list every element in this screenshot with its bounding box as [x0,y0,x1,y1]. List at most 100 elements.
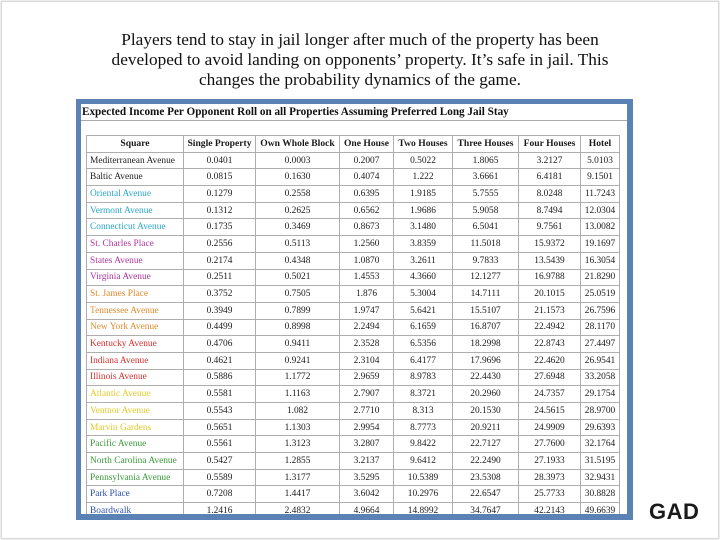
value-cell: 8.7773 [393,418,453,437]
value-cell: 22.2490 [452,452,519,470]
value-cell: 0.1312 [183,201,256,220]
value-cell: 2.7907 [339,385,394,403]
value-cell: 8.7494 [518,201,581,220]
value-cell: 11.7243 [580,185,620,203]
table-row: Marvin Gardens 0.5651 1.1303 2.9954 8.7773 20… [86,418,620,437]
value-cell: 1.1772 [255,368,340,387]
value-cell: 0.0003 [255,151,340,170]
property-name-cell: Park Place [86,485,184,504]
value-cell: 20.1530 [452,402,519,420]
table-body: Mediterranean Avenue 0.0401 0.0003 0.2007 0.… [86,151,620,514]
value-cell: 20.2960 [452,385,519,403]
value-cell: 9.8422 [393,435,453,454]
value-cell: 3.6042 [339,485,394,504]
value-cell: 25.0519 [580,285,620,303]
value-cell: 3.8359 [393,235,453,253]
property-name-cell: Ventnor Avenue [86,402,184,420]
value-cell: 0.5561 [183,435,256,454]
column-header: Two Houses [393,135,453,153]
value-cell: 13.5439 [518,251,581,270]
value-cell: 1.0870 [339,251,394,270]
property-name-cell: St. James Place [86,285,184,303]
value-cell: 1.9686 [393,201,453,220]
value-cell: 0.5651 [183,418,256,437]
value-cell: 27.4497 [580,335,620,353]
value-cell: 0.8673 [339,218,394,237]
value-cell: 1.1303 [255,418,340,437]
value-cell: 16.3054 [580,251,620,270]
value-cell: 17.9696 [452,351,519,370]
value-cell: 11.5018 [452,235,519,253]
value-cell: 0.9241 [255,351,340,370]
value-cell: 28.1170 [580,318,620,337]
value-cell: 24.5615 [518,402,581,420]
caption-line-3: changes the probability dynamics of the … [198,70,521,89]
column-header: One House [339,135,394,153]
value-cell: 29.1754 [580,385,620,403]
table-row: New York Avenue 0.4499 0.8998 2.2494 6.1659 1… [86,318,620,337]
property-name-cell: Oriental Avenue [86,185,184,203]
value-cell: 19.1697 [580,235,620,253]
value-cell: 14.7111 [452,285,519,303]
value-cell: 0.0401 [183,151,256,170]
property-name-cell: Mediterranean Avenue [86,151,184,170]
value-cell: 1.082 [255,402,340,420]
value-cell: 13.0082 [580,218,620,237]
value-cell: 23.5308 [452,468,519,487]
value-cell: 0.3469 [255,218,340,237]
value-cell: 16.8707 [452,318,519,337]
value-cell: 3.2611 [393,251,453,270]
value-cell: 2.3528 [339,335,394,353]
value-cell: 6.1659 [393,318,453,337]
property-name-cell: Marvin Gardens [86,418,184,437]
column-header: Single Property [183,135,256,153]
value-cell: 18.2998 [452,335,519,353]
value-cell: 21.1573 [518,301,581,320]
value-cell: 0.4348 [255,251,340,270]
slide-caption: Players tend to stay in jail longer afte… [40,30,680,90]
value-cell: 9.1501 [580,168,620,187]
value-cell: 0.7505 [255,285,340,303]
value-cell: 0.9411 [255,335,340,353]
value-cell: 0.5022 [393,151,453,170]
value-cell: 12.1277 [452,268,519,287]
value-cell: 0.7208 [183,485,256,504]
value-cell: 0.5021 [255,268,340,287]
value-cell: 6.5356 [393,335,453,353]
value-cell: 10.2976 [393,485,453,504]
value-cell: 9.7833 [452,251,519,270]
value-cell: 27.6948 [518,368,581,387]
value-cell: 0.2558 [255,185,340,203]
table-row: North Carolina Avenue 0.5427 1.2855 3.2137 9… [86,452,620,470]
value-cell: 3.2137 [339,452,394,470]
value-cell: 24.7357 [518,385,581,403]
value-cell: 1.2416 [183,502,256,514]
value-cell: 0.1279 [183,185,256,203]
value-cell: 0.4074 [339,168,394,187]
value-cell: 0.3949 [183,301,256,320]
value-cell: 2.9659 [339,368,394,387]
value-cell: 3.5295 [339,468,394,487]
value-cell: 12.0304 [580,201,620,220]
value-cell: 5.9058 [452,201,519,220]
value-cell: 0.6395 [339,185,394,203]
property-name-cell: Kentucky Avenue [86,335,184,353]
gad-logo: GAD [649,499,700,524]
value-cell: 0.5581 [183,385,256,403]
value-cell: 0.1630 [255,168,340,187]
table-row: Boardwalk 1.2416 2.4832 4.9664 14.8992 34.764… [86,502,620,514]
value-cell: 27.1933 [518,452,581,470]
property-name-cell: Virginia Avenue [86,268,184,287]
value-cell: 5.6421 [393,301,453,320]
value-cell: 0.4621 [183,351,256,370]
value-cell: 2.7710 [339,402,394,420]
value-cell: 0.2556 [183,235,256,253]
value-cell: 3.2807 [339,435,394,454]
value-cell: 28.3973 [518,468,581,487]
value-cell: 0.5886 [183,368,256,387]
value-cell: 2.4832 [255,502,340,514]
table-row: Vermont Avenue 0.1312 0.2625 0.6562 1.9686 5.… [86,201,620,220]
value-cell: 0.5589 [183,468,256,487]
value-cell: 34.7647 [452,502,519,514]
table-row: Connecticut Avenue 0.1735 0.3469 0.8673 3.14… [86,218,620,237]
